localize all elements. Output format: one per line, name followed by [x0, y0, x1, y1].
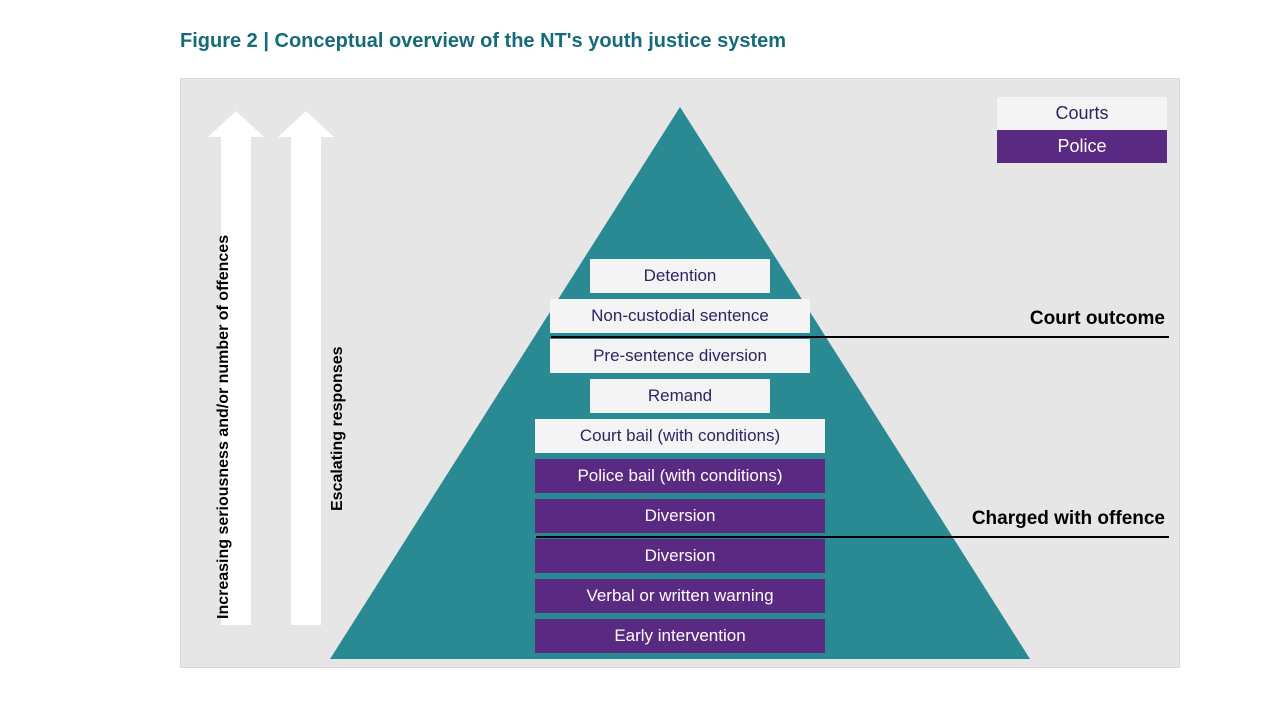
pyramid-level-7: Diversion — [535, 539, 825, 573]
pyramid-level-0: Detention — [590, 259, 770, 293]
pyramid-level-4: Court bail (with conditions) — [535, 419, 825, 453]
pyramid-level-6: Diversion — [535, 499, 825, 533]
arrow2-head — [278, 111, 334, 137]
legend: Courts Police — [997, 97, 1167, 163]
arrow1-head — [208, 111, 264, 137]
legend-police: Police — [997, 130, 1167, 163]
diagram-canvas: Increasing seriousness and/or number of … — [180, 78, 1180, 668]
pyramid-level-8: Verbal or written warning — [535, 579, 825, 613]
court-outcome-label: Court outcome — [1030, 308, 1165, 330]
pyramid-level-5: Police bail (with conditions) — [535, 459, 825, 493]
pyramid-level-9: Early intervention — [535, 619, 825, 653]
figure-title: Figure 2 | Conceptual overview of the NT… — [180, 30, 786, 53]
court-outcome-line — [551, 336, 1169, 338]
pyramid-level-3: Remand — [590, 379, 770, 413]
charged-with-offence-label: Charged with offence — [972, 508, 1165, 530]
arrow1-label: Increasing seriousness and/or number of … — [215, 235, 233, 619]
legend-courts: Courts — [997, 97, 1167, 130]
charged-with-offence-line — [536, 536, 1169, 538]
pyramid: Detention Non-custodial sentence Pre-sente… — [330, 203, 1030, 659]
arrow2-shaft — [291, 137, 321, 625]
pyramid-level-2: Pre-sentence diversion — [550, 339, 810, 373]
pyramid-levels: Detention Non-custodial sentence Pre-sente… — [330, 203, 1030, 659]
pyramid-level-1: Non-custodial sentence — [550, 299, 810, 333]
